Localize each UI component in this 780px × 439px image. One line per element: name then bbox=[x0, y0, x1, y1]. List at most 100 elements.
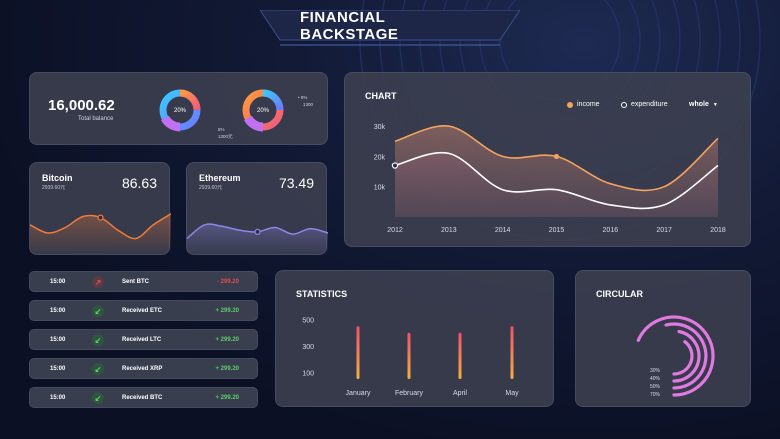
legend-expenditure-label: expenditure bbox=[631, 101, 668, 108]
header-frame bbox=[260, 10, 520, 46]
transaction-amount: - 299.20 bbox=[216, 279, 239, 285]
coin-sub-value: 2939.60元 bbox=[42, 185, 66, 191]
radial-bar-label: 40% bbox=[650, 376, 661, 382]
transaction-time: 15:00 bbox=[50, 366, 66, 372]
radial-bar bbox=[672, 340, 694, 376]
x-tick-label: 2014 bbox=[495, 227, 511, 234]
coin-sub-value: 2939.60元 bbox=[199, 185, 223, 191]
transaction-amount: + 299.20 bbox=[215, 366, 239, 372]
chart-title: CHART bbox=[365, 91, 397, 101]
x-tick-label: 2015 bbox=[549, 227, 565, 234]
circular-title: CIRCULAR bbox=[596, 289, 643, 299]
arrow-up-right-icon: ↗ bbox=[92, 276, 104, 288]
bar bbox=[356, 326, 360, 379]
balance-card: 16,000.62 Total balance 20% 8% 1300元 20%… bbox=[29, 72, 328, 145]
transaction-row[interactable]: 15:00 ↙ Received XRP + 299.20 bbox=[29, 358, 258, 379]
ethereum-card[interactable]: Ethereum 2939.60元 73.49 bbox=[186, 162, 328, 255]
chart-card: CHART income expenditure whole ▼ 10k 20k 3… bbox=[344, 72, 751, 247]
balance-donuts: 20% 8% 1300元 20% • 8% 1300 bbox=[159, 89, 314, 140]
donut-1-note: 8% bbox=[218, 127, 225, 132]
bar-chart: 100 300 500 January February April May bbox=[302, 318, 519, 397]
bar bbox=[510, 326, 514, 379]
x-tick-label: January bbox=[346, 390, 371, 397]
arrow-down-left-icon: ↙ bbox=[92, 305, 104, 317]
x-tick-label: 2018 bbox=[710, 227, 726, 234]
legend-income[interactable]: income bbox=[567, 101, 600, 108]
transaction-row[interactable]: 15:00 ↙ Received BTC + 299.20 bbox=[29, 387, 258, 408]
donut-chart-1: 20% 8% 1300元 bbox=[159, 89, 233, 140]
legend-income-dot bbox=[567, 101, 573, 108]
arrow-down-left-icon: ↙ bbox=[92, 392, 104, 404]
y-tick-label: 20k bbox=[374, 154, 386, 161]
expenditure-line bbox=[394, 151, 719, 210]
transaction-time: 15:00 bbox=[50, 395, 66, 401]
statistics-title: STATISTICS bbox=[296, 289, 348, 299]
legend-income-label: income bbox=[577, 101, 600, 108]
sparkline-marker bbox=[97, 214, 104, 221]
transaction-row[interactable]: 15:00 ↙ Received LTC + 299.20 bbox=[29, 329, 258, 350]
x-tick-label: April bbox=[453, 390, 467, 397]
coin-value: 73.49 bbox=[278, 175, 314, 191]
radial-bar-label: 30% bbox=[650, 368, 661, 374]
transaction-amount: + 299.20 bbox=[215, 395, 239, 401]
coin-name: Ethereum bbox=[199, 173, 241, 183]
donut-2-percent: 20% bbox=[257, 108, 270, 114]
range-dropdown-label: whole bbox=[689, 101, 709, 108]
transaction-row[interactable]: 15:00 ↗ Sent BTC - 299.20 bbox=[29, 271, 258, 292]
arrow-down-left-icon: ↙ bbox=[92, 334, 104, 346]
transaction-label: Received BTC bbox=[122, 395, 163, 401]
donut-2-note: • 8% bbox=[298, 95, 307, 100]
legend-expenditure-dot bbox=[621, 101, 627, 108]
coin-value: 86.63 bbox=[121, 175, 157, 191]
transaction-label: Received ETC bbox=[122, 308, 163, 314]
bar bbox=[458, 332, 462, 379]
bitcoin-sparkline bbox=[30, 213, 171, 255]
x-tick-label: 2016 bbox=[603, 227, 619, 234]
circular-card: CIRCULAR 30% 40% 50% 70% bbox=[575, 270, 751, 407]
arrow-down-left-icon: ↙ bbox=[92, 363, 104, 375]
ethereum-sparkline bbox=[187, 223, 328, 255]
expenditure-point bbox=[391, 162, 399, 169]
donut-chart-2: 20% • 8% 1300 bbox=[242, 89, 314, 132]
transaction-amount: + 299.20 bbox=[215, 337, 239, 343]
radial-bar-label: 50% bbox=[650, 384, 661, 390]
transaction-label: Received LTC bbox=[122, 337, 162, 343]
x-tick-label: May bbox=[505, 390, 519, 397]
page-title: FINANCIAL BACKSTAGE bbox=[300, 9, 399, 43]
range-dropdown[interactable]: whole ▼ bbox=[689, 101, 718, 108]
coin-name: Bitcoin bbox=[42, 173, 73, 183]
bitcoin-card[interactable]: Bitcoin 2939.60元 86.63 bbox=[29, 162, 171, 255]
y-tick-label: 30k bbox=[374, 124, 386, 131]
radial-bar bbox=[672, 329, 701, 383]
radial-bar bbox=[636, 315, 715, 397]
x-tick-label: 2013 bbox=[441, 227, 457, 234]
x-tick-label: 2017 bbox=[656, 227, 672, 234]
expenditure-area bbox=[395, 152, 718, 217]
transaction-time: 15:00 bbox=[50, 337, 66, 343]
area-chart: 10k 20k 30k 2012 2013 2014 2015 2016 2017 2018 bbox=[374, 124, 726, 234]
y-tick-label: 10k bbox=[374, 185, 386, 192]
transaction-row[interactable]: 15:00 ↙ Received ETC + 299.20 bbox=[29, 300, 258, 321]
income-point bbox=[553, 153, 560, 160]
total-balance-value: 16,000.62 bbox=[48, 97, 115, 114]
bar bbox=[407, 332, 411, 379]
statistics-card: STATISTICS 100 300 500 January February April… bbox=[275, 270, 554, 407]
chevron-down-icon: ▼ bbox=[712, 101, 718, 108]
radial-bar-label: 70% bbox=[650, 392, 661, 398]
y-tick-label: 500 bbox=[302, 318, 314, 325]
transaction-amount: + 299.20 bbox=[215, 308, 239, 314]
donut-1-percent: 20% bbox=[174, 108, 187, 114]
transaction-label: Received XRP bbox=[122, 366, 163, 372]
page-header: FINANCIAL BACKSTAGE bbox=[260, 9, 520, 46]
y-tick-label: 100 bbox=[302, 370, 314, 377]
x-tick-label: 2012 bbox=[387, 227, 403, 234]
donut-2-note-value: 1300 bbox=[303, 102, 314, 107]
transaction-time: 15:00 bbox=[50, 308, 66, 314]
sparkline-area bbox=[187, 224, 328, 255]
radial-bar-chart: 30% 40% 50% 70% bbox=[636, 315, 715, 398]
transaction-label: Sent BTC bbox=[122, 279, 149, 285]
legend-expenditure[interactable]: expenditure bbox=[621, 101, 668, 108]
x-tick-label: February bbox=[395, 390, 424, 397]
sparkline-area bbox=[30, 213, 171, 255]
y-tick-label: 300 bbox=[302, 344, 314, 351]
